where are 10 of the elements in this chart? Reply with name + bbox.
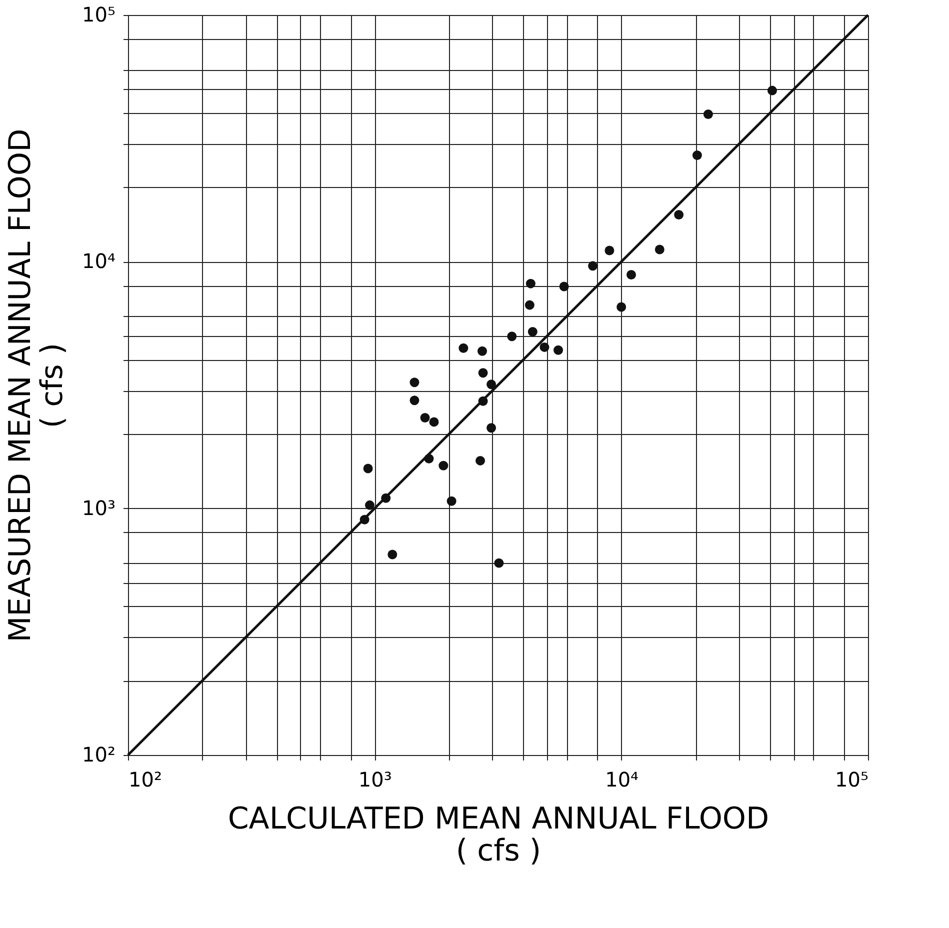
x-tick-label: 10³ [358, 768, 392, 792]
y-tick-label: 10⁴ [82, 249, 116, 274]
y-axis-title: MEASURED MEAN ANNUAL FLOOD ( cfs ) [3, 128, 70, 642]
x-tick-label: 10² [128, 768, 162, 792]
x-axis-title: CALCULATED MEAN ANNUAL FLOOD ( cfs ) [228, 802, 770, 868]
x-tick-label: 10⁴ [605, 768, 639, 792]
y-tick-label: 10² [82, 742, 116, 766]
y-tick-label: 10⁵ [82, 2, 116, 26]
x-tick-label: 10⁵ [835, 768, 868, 792]
y-tick-label: 10³ [82, 496, 116, 520]
